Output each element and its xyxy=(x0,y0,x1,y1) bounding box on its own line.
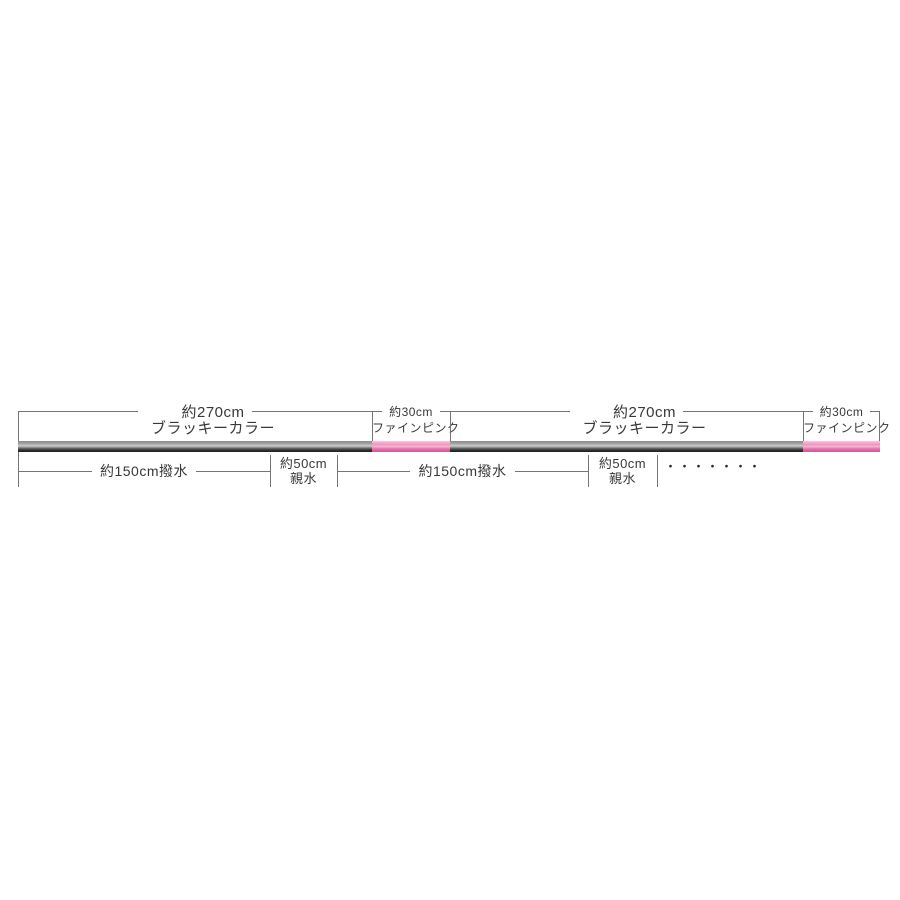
dimension-top-blacky-2: 約270cm ブラッキーカラー xyxy=(450,403,803,437)
length-label: 約270cm xyxy=(181,404,245,421)
dimension-line-right xyxy=(196,470,270,472)
dimension-line-right xyxy=(683,411,803,412)
hydrophilic-label: 親水 xyxy=(608,471,636,486)
dimension-line-right xyxy=(439,411,451,412)
dimension-bottom-hydrophilic-2: 約50cm 親水 xyxy=(588,456,657,486)
dimension-bottom-hydrophilic-1: 約50cm 親水 xyxy=(270,456,337,486)
dimension-line-right xyxy=(870,411,881,412)
water-repellent-label: 約150cm撥水 xyxy=(418,463,507,479)
water-repellent-label: 約150cm撥水 xyxy=(99,463,189,479)
tick-top-2 xyxy=(450,411,451,441)
dimension-line: 約270cm xyxy=(450,403,803,421)
tick-top-1 xyxy=(372,411,373,441)
color-name-label: ファインピンク xyxy=(803,421,891,435)
hydrophilic-length-label: 約50cm xyxy=(279,456,328,471)
color-name-label: ブラッキーカラー xyxy=(582,420,707,437)
color-name-label: ブラッキーカラー xyxy=(150,420,275,437)
dimension-line-left xyxy=(337,470,411,472)
tick-top-right-end xyxy=(879,411,880,441)
dimension-top-pink-2: 約30cm ファインピンク xyxy=(803,403,891,437)
bar-segment-blacky-1 xyxy=(18,441,372,452)
dimension-bottom-repellent-2: 約150cm撥水 xyxy=(337,462,588,480)
dimension-line-left xyxy=(18,411,139,412)
dimension-top-blacky-1: 約270cm ブラッキーカラー xyxy=(18,403,372,437)
bar-segment-fine-pink-1 xyxy=(372,441,450,452)
hydrophilic-label: 親水 xyxy=(289,471,317,486)
dimension-line: 約30cm xyxy=(803,403,881,420)
dimension-line: 約30cm xyxy=(372,403,451,420)
bar-segment-fine-pink-2 xyxy=(803,441,880,452)
tick-bottom-3 xyxy=(588,455,589,487)
dimension-bottom-repellent-1: 約150cm撥水 xyxy=(18,462,270,480)
dimension-line: 約270cm xyxy=(18,403,372,421)
tick-bottom-1 xyxy=(270,455,271,487)
hydrophilic-length-label: 約50cm xyxy=(598,456,647,471)
bar-segment-blacky-2 xyxy=(450,441,803,452)
length-label: 約30cm xyxy=(819,405,864,419)
dimension-line-right xyxy=(251,411,372,412)
length-label: 約270cm xyxy=(612,404,677,421)
dimension-line-left xyxy=(803,411,813,412)
dimension-line-left xyxy=(450,411,570,412)
color-name-label: ファインピンク xyxy=(372,421,460,435)
dimension-line-left xyxy=(372,411,383,412)
dimension-top-pink-1: 約30cm ファインピンク xyxy=(372,403,460,437)
length-label: 約30cm xyxy=(389,405,433,419)
tick-bottom-4 xyxy=(657,455,658,487)
dimension-line-right xyxy=(514,470,588,472)
product-line-bar xyxy=(18,441,880,452)
dimension-line-left xyxy=(18,470,92,472)
tick-top-3 xyxy=(803,411,804,441)
continuation-dots: ・・・・・・・ xyxy=(664,459,763,474)
